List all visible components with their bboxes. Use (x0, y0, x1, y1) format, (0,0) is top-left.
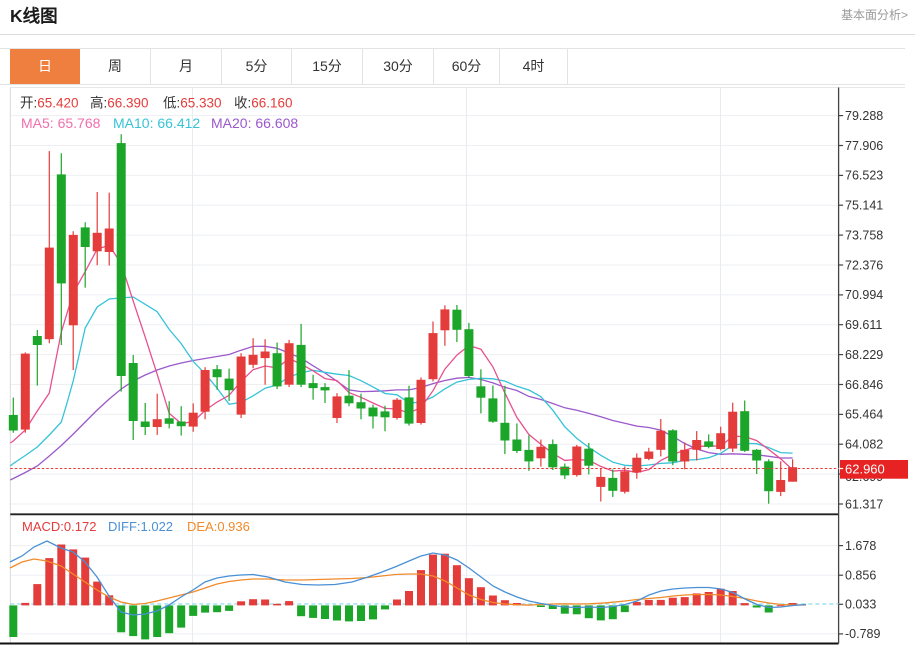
svg-text:76.523: 76.523 (845, 169, 883, 183)
svg-text:69.611: 69.611 (845, 318, 882, 332)
svg-text:68.229: 68.229 (845, 348, 883, 362)
svg-text:75.141: 75.141 (845, 199, 883, 213)
svg-text:0.856: 0.856 (845, 569, 876, 583)
svg-text:MA10: 66.412: MA10: 66.412 (113, 115, 200, 131)
svg-text:64.082: 64.082 (845, 438, 883, 452)
svg-text:77.906: 77.906 (845, 139, 883, 153)
svg-text:73.758: 73.758 (845, 228, 883, 242)
svg-text:MA20: 66.608: MA20: 66.608 (211, 115, 298, 131)
svg-text:开:65.420: 开:65.420 (20, 96, 79, 111)
svg-text:0.033: 0.033 (845, 598, 876, 612)
svg-text:61.317: 61.317 (845, 497, 883, 511)
svg-text:1.678: 1.678 (845, 539, 876, 553)
svg-text:72.376: 72.376 (845, 258, 883, 272)
svg-text:DIFF:1.022: DIFF:1.022 (108, 519, 173, 534)
svg-text:高:66.390: 高:66.390 (90, 95, 149, 111)
svg-text:-0.789: -0.789 (845, 627, 880, 641)
svg-text:79.288: 79.288 (845, 109, 883, 123)
svg-text:低:65.330: 低:65.330 (163, 96, 222, 111)
svg-text:收:66.160: 收:66.160 (234, 96, 293, 111)
svg-text:66.846: 66.846 (845, 378, 883, 392)
svg-text:65.464: 65.464 (845, 408, 883, 422)
svg-text:DEA:0.936: DEA:0.936 (187, 519, 250, 534)
svg-text:MACD:0.172: MACD:0.172 (22, 519, 96, 534)
svg-text:62.960: 62.960 (845, 462, 885, 477)
svg-text:MA5: 65.768: MA5: 65.768 (21, 115, 101, 131)
svg-text:70.994: 70.994 (845, 288, 883, 302)
